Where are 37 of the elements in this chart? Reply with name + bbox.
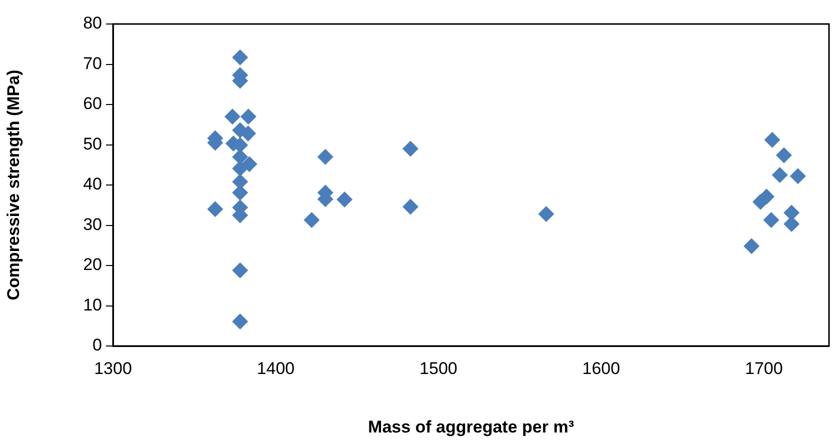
point bbox=[784, 216, 800, 232]
point bbox=[241, 156, 258, 172]
point bbox=[776, 147, 792, 164]
point bbox=[790, 168, 806, 184]
point bbox=[207, 201, 224, 218]
point bbox=[232, 49, 248, 66]
y-tick-label: 40 bbox=[83, 174, 102, 194]
y-tick-label: 0 bbox=[92, 336, 102, 355]
y-tick-label: 80 bbox=[83, 14, 102, 33]
point bbox=[744, 238, 760, 254]
point bbox=[304, 212, 320, 228]
x-tick-label: 1400 bbox=[256, 358, 295, 378]
point bbox=[336, 191, 353, 208]
y-tick-label: 50 bbox=[83, 134, 102, 154]
x-tick-label: 1600 bbox=[582, 358, 620, 378]
point bbox=[232, 262, 248, 278]
x-axis-title: Mass of aggregate per m³ bbox=[368, 417, 574, 436]
point bbox=[240, 108, 256, 125]
x-tick-label: 1500 bbox=[420, 358, 458, 378]
y-axis-title: Compressive strength (MPa) bbox=[4, 70, 23, 300]
point bbox=[402, 198, 418, 215]
point bbox=[317, 148, 334, 165]
y-tick-label: 10 bbox=[83, 295, 102, 314]
point bbox=[772, 166, 788, 183]
y-tick-label: 30 bbox=[83, 214, 102, 234]
y-tick-label: 60 bbox=[83, 94, 102, 114]
x-tick-label: 1700 bbox=[744, 358, 783, 378]
point bbox=[752, 194, 768, 210]
point bbox=[764, 132, 780, 148]
point bbox=[224, 108, 240, 125]
y-tick-label: 70 bbox=[83, 54, 102, 73]
x-tick-label: 1300 bbox=[94, 358, 132, 378]
point bbox=[538, 206, 554, 222]
y-tick-label: 20 bbox=[83, 255, 102, 274]
point bbox=[232, 313, 248, 330]
point bbox=[402, 140, 418, 157]
point bbox=[763, 212, 780, 228]
